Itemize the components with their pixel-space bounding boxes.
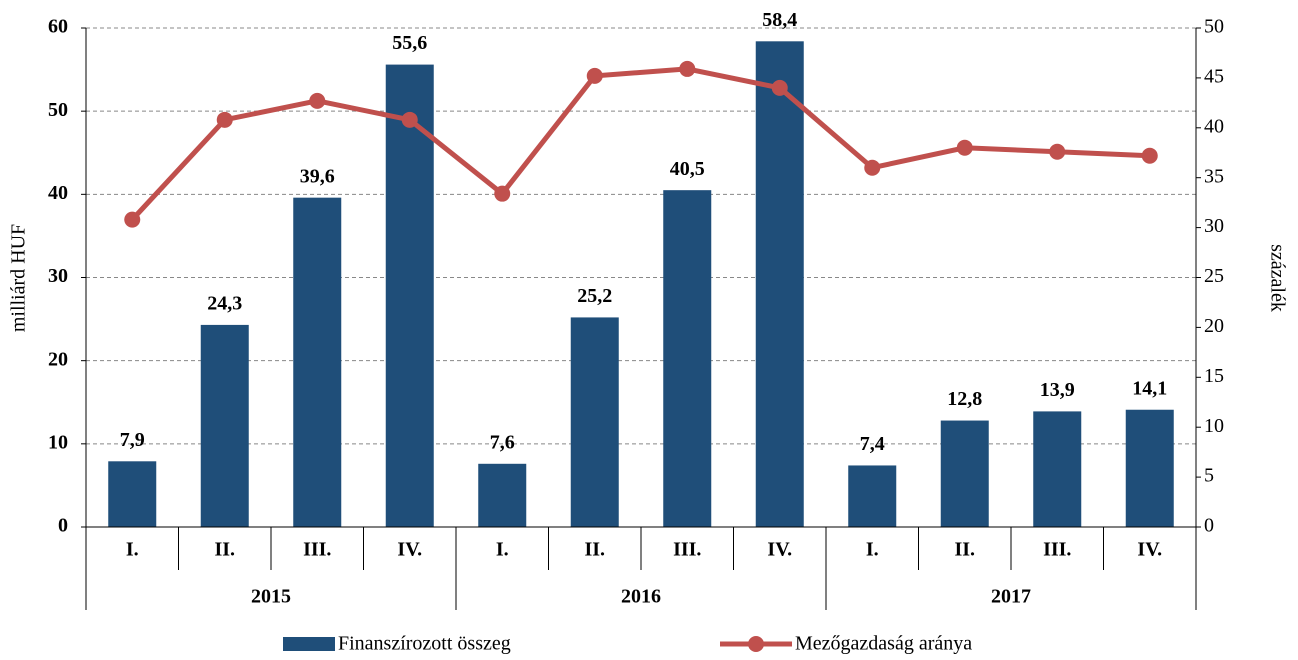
- data-label: 55,6: [392, 32, 427, 54]
- x-tick-label: III.: [303, 539, 331, 561]
- y2-tick-label: 25: [1204, 265, 1224, 287]
- x-group-label: 2015: [251, 586, 291, 608]
- line-marker: [771, 79, 788, 96]
- bar: [478, 463, 527, 527]
- y2-tick-label: 45: [1204, 65, 1224, 87]
- x-tick-label: II.: [954, 539, 975, 561]
- y-tick-label: 10: [48, 431, 68, 453]
- y-tick-label: 40: [48, 182, 68, 204]
- bar: [1033, 411, 1082, 527]
- x-tick-label: II.: [584, 539, 605, 561]
- bar: [663, 190, 712, 528]
- data-label: 7,6: [490, 431, 515, 453]
- y2-tick-label: 10: [1204, 415, 1224, 437]
- y-tick-label: 20: [48, 348, 68, 370]
- x-group-label: 2016: [621, 586, 661, 608]
- y-tick-label: 0: [58, 515, 68, 537]
- y-tick-label: 60: [48, 16, 68, 38]
- legend-label: Mezőgazdaság aránya: [795, 633, 972, 655]
- line-marker: [586, 67, 603, 84]
- x-tick-label: IV.: [1137, 539, 1162, 561]
- data-label: 7,9: [120, 429, 145, 451]
- bar: [848, 465, 897, 527]
- data-label: 7,4: [860, 433, 885, 455]
- x-tick-label: IV.: [767, 539, 792, 561]
- line-marker: [124, 211, 141, 228]
- x-tick-label: I.: [496, 539, 509, 561]
- y2-tick-label: 5: [1204, 465, 1214, 487]
- bar: [755, 41, 804, 527]
- x-tick-label: IV.: [397, 539, 422, 561]
- line-marker: [216, 111, 233, 128]
- bar: [385, 64, 434, 528]
- y2-tick-label: 15: [1204, 365, 1224, 387]
- bar: [570, 317, 619, 527]
- line-marker: [494, 185, 511, 202]
- y-axis-title: milliárd HUF: [8, 224, 30, 332]
- x-tick-label: II.: [214, 539, 235, 561]
- bar: [940, 420, 989, 527]
- bar: [293, 197, 342, 527]
- legend-swatch: [283, 637, 335, 651]
- y2-tick-label: 40: [1204, 115, 1224, 137]
- bar: [200, 324, 249, 527]
- data-label: 24,3: [207, 292, 242, 314]
- y2-axis-title: százalék: [1266, 244, 1288, 312]
- bar: [1125, 409, 1174, 527]
- line-marker: [1049, 143, 1066, 160]
- y-tick-label: 50: [48, 99, 68, 121]
- legend-label: Finanszírozott összeg: [338, 633, 511, 655]
- line-marker: [864, 159, 881, 176]
- bar: [108, 461, 157, 527]
- line: [130, 66, 1150, 222]
- data-label: 39,6: [300, 165, 335, 187]
- y2-tick-label: 50: [1204, 16, 1224, 38]
- y2-tick-label: 35: [1204, 165, 1224, 187]
- data-label: 13,9: [1040, 379, 1075, 401]
- y2-tick-label: 0: [1204, 515, 1214, 537]
- y2-tick-label: 20: [1204, 315, 1224, 337]
- data-label: 40,5: [670, 158, 705, 180]
- legend-marker: [748, 636, 764, 652]
- line-marker: [401, 111, 418, 128]
- y-tick-label: 30: [48, 265, 68, 287]
- x-tick-label: III.: [1043, 539, 1071, 561]
- line-marker: [309, 92, 326, 109]
- line-marker: [679, 60, 696, 77]
- x-tick-label: I.: [126, 539, 139, 561]
- x-tick-label: III.: [673, 539, 701, 561]
- line-marker: [956, 139, 973, 156]
- x-tick-label: I.: [866, 539, 879, 561]
- data-label: 58,4: [762, 9, 797, 31]
- data-label: 12,8: [947, 388, 982, 410]
- line-marker: [1141, 147, 1158, 164]
- y2-tick-label: 30: [1204, 215, 1224, 237]
- data-label: 25,2: [577, 285, 612, 307]
- x-group-label: 2017: [991, 586, 1031, 608]
- data-label: 14,1: [1132, 377, 1167, 399]
